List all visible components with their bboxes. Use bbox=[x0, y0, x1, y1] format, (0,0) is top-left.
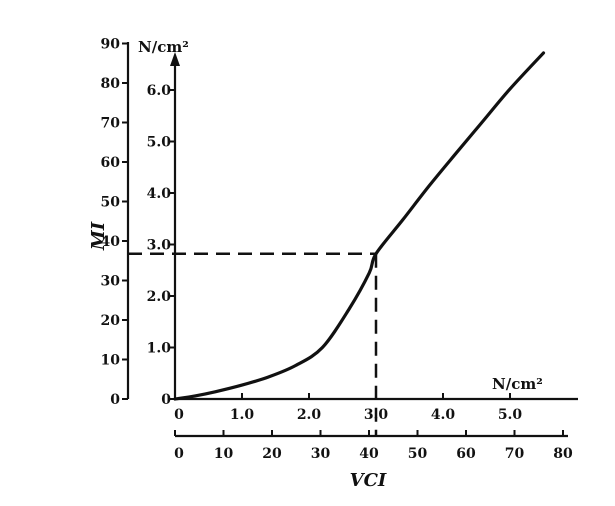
vci-tick-label: 80 bbox=[553, 446, 573, 462]
mi-tick-label: 80 bbox=[101, 76, 121, 92]
vci-tick-label: 10 bbox=[214, 446, 234, 462]
guides-layer bbox=[128, 252, 378, 436]
x-tick-label: 5.0 bbox=[498, 407, 523, 423]
mi-tick-label: 50 bbox=[101, 195, 121, 211]
vci-tick-label: 40 bbox=[359, 446, 379, 462]
x-unit-label: N/cm² bbox=[492, 375, 543, 393]
y-tick-label: 6.0 bbox=[147, 83, 172, 99]
ticks-layer: 0 1.0 2.0 3.0 4.0 5.001.02.03.04.05.06.00 10 20… bbox=[101, 37, 573, 463]
vci-tick-label: 70 bbox=[505, 446, 525, 462]
mi-tick-label: 70 bbox=[101, 116, 121, 132]
x-tick-label: 0 bbox=[174, 407, 184, 423]
y-tick-label: 3.0 bbox=[147, 238, 172, 254]
vci-tick-label: 60 bbox=[456, 446, 476, 462]
y-unit-label: N/cm² bbox=[138, 38, 189, 56]
y-tick-label: 5.0 bbox=[147, 135, 172, 151]
x-tick-label: 4.0 bbox=[431, 407, 456, 423]
y-tick-label: 0 bbox=[161, 392, 171, 408]
mi-tick-label: 90 bbox=[101, 37, 121, 53]
curve-layer bbox=[173, 51, 546, 401]
vci-tick-label: 50 bbox=[408, 446, 428, 462]
mi-tick-label: 60 bbox=[101, 155, 121, 171]
mi-tick-label: 30 bbox=[101, 274, 121, 290]
inner-y-axis-arrow-icon bbox=[170, 52, 180, 66]
mi-tick-label: 0 bbox=[110, 392, 120, 408]
x-tick-label: 1.0 bbox=[230, 407, 255, 423]
mi-tick-label: 40 bbox=[101, 234, 121, 250]
y-axis-title: MI bbox=[88, 221, 109, 251]
x-tick-label: 2.0 bbox=[297, 407, 322, 423]
mi-tick-label: 20 bbox=[101, 313, 121, 329]
vci-tick-label: 0 bbox=[174, 446, 184, 462]
vci-tick-label: 20 bbox=[262, 446, 282, 462]
y-tick-label: 1.0 bbox=[147, 341, 172, 357]
y-tick-label: 2.0 bbox=[147, 289, 172, 305]
y-tick-label: 4.0 bbox=[147, 186, 172, 202]
mi-tick-label: 10 bbox=[101, 353, 121, 369]
x-axis-title: VCI bbox=[350, 470, 387, 491]
series-line bbox=[173, 51, 546, 401]
vci-tick-label: 30 bbox=[311, 446, 331, 462]
